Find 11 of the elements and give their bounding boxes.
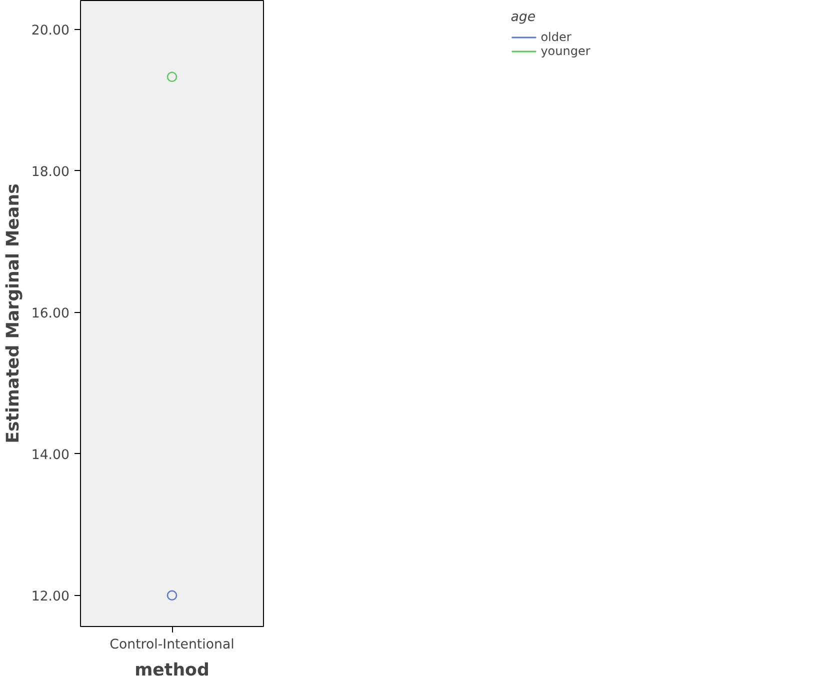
y-tick-label: 12.00 [31, 589, 70, 604]
x-tick-label: Control-Intentional [110, 638, 234, 652]
x-axis-title: method [134, 660, 210, 680]
y-axis-title: Estimated Marginal Means [3, 184, 24, 444]
legend-title: age [510, 10, 537, 25]
y-tick-label: 18.00 [31, 164, 70, 180]
y-tick-label: 14.00 [31, 448, 70, 463]
legend-label: younger [540, 44, 590, 58]
y-tick-label: 20.00 [31, 24, 70, 38]
legend-label: older [540, 30, 572, 44]
y-tick-label: 16.00 [31, 306, 70, 322]
